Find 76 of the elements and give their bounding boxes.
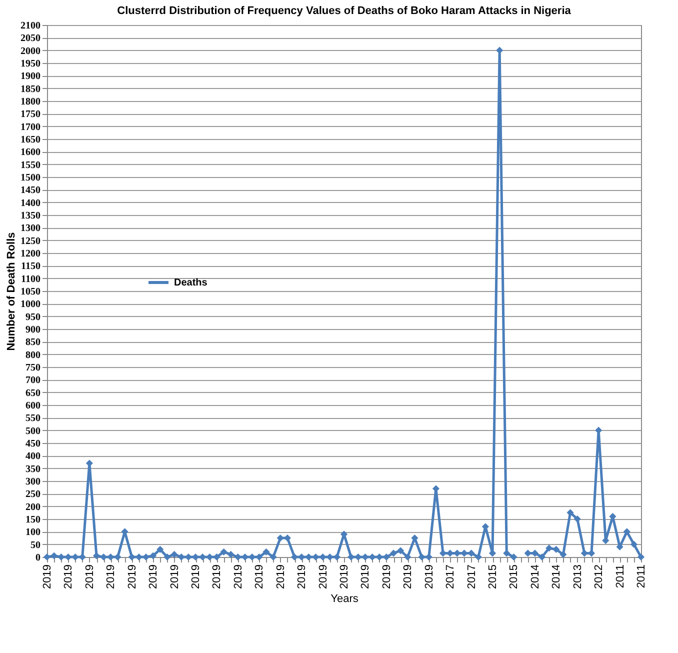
x-tick-label: 2019 bbox=[317, 564, 330, 589]
legend-label: Deaths bbox=[174, 278, 208, 288]
y-tick-label: 1800 bbox=[20, 96, 40, 108]
y-tick-label: 1100 bbox=[21, 274, 40, 285]
x-tick-label: 2017 bbox=[444, 564, 457, 589]
y-tick-label: 0 bbox=[36, 552, 40, 564]
y-tick-label: 900 bbox=[26, 324, 40, 336]
x-tick-label: 2019 bbox=[190, 564, 202, 589]
x-tick-label: 2019 bbox=[211, 564, 224, 589]
y-tick-label: 1650 bbox=[20, 134, 40, 146]
y-axis-title: Number of Death Rolls bbox=[6, 232, 18, 351]
x-tick-label: 2019 bbox=[84, 564, 96, 589]
y-tick-label: 750 bbox=[26, 362, 40, 374]
y-tick-label: 950 bbox=[26, 312, 40, 323]
y-tick-label: 400 bbox=[26, 451, 40, 462]
y-tick-label: 200 bbox=[26, 502, 40, 513]
y-tick-label: 50 bbox=[30, 540, 40, 551]
y-tick-label: 1400 bbox=[20, 198, 40, 209]
y-tick-label: 800 bbox=[26, 350, 40, 361]
y-tick-label: 500 bbox=[26, 426, 40, 437]
x-tick-label: 2011 bbox=[636, 564, 648, 588]
x-tick-label: 2015 bbox=[508, 564, 520, 589]
y-tick-label: 150 bbox=[26, 514, 40, 526]
y-tick-label: 2000 bbox=[20, 46, 40, 57]
y-tick-label: 850 bbox=[26, 337, 40, 348]
y-tick-label: 1200 bbox=[20, 248, 40, 260]
y-tick-label: 250 bbox=[26, 489, 40, 500]
x-tick-label: 2019 bbox=[148, 564, 160, 589]
x-tick-label: 2019 bbox=[232, 564, 244, 589]
y-tick-label: 1850 bbox=[20, 84, 40, 95]
x-tick-label: 2015 bbox=[487, 564, 499, 589]
y-tick-label: 1900 bbox=[20, 71, 40, 82]
x-tick-label: 2019 bbox=[402, 564, 414, 589]
x-tick-label: 2014 bbox=[529, 564, 542, 589]
x-tick-label: 2013 bbox=[572, 564, 584, 589]
x-tick-label: 2011 bbox=[614, 564, 626, 588]
y-tick-label: 650 bbox=[26, 388, 40, 399]
y-tick-label: 600 bbox=[26, 400, 40, 412]
chart-title: Clusterrd Distribution of Frequency Values of Deaths of Boko Haram Attacks in Nigeria bbox=[117, 5, 572, 17]
y-tick-label: 1700 bbox=[20, 122, 40, 133]
y-tick-label: 550 bbox=[26, 413, 40, 424]
y-tick-label: 1350 bbox=[20, 210, 40, 222]
x-tick-label: 2019 bbox=[296, 564, 308, 589]
x-axis-title: Years bbox=[330, 592, 359, 605]
y-tick-label: 1000 bbox=[20, 299, 40, 310]
y-tick-label: 1550 bbox=[20, 160, 40, 171]
y-tick-label: 1600 bbox=[20, 147, 40, 158]
y-tick-label: 1050 bbox=[20, 286, 40, 298]
y-tick-label: 450 bbox=[26, 438, 40, 450]
x-tick-label: 2014 bbox=[550, 564, 563, 589]
x-tick-label: 2019 bbox=[423, 564, 436, 589]
y-tick-label: 1150 bbox=[21, 261, 40, 272]
x-tick-label: 2019 bbox=[338, 564, 350, 589]
y-tick-label: 2050 bbox=[20, 33, 40, 44]
x-tick-label: 2019 bbox=[42, 564, 54, 589]
x-tick-label: 2019 bbox=[254, 564, 266, 589]
x-tick-label: 2019 bbox=[62, 564, 75, 589]
y-tick-label: 300 bbox=[26, 476, 40, 488]
x-tick-label: 2017 bbox=[466, 564, 478, 589]
x-tick-label: 2019 bbox=[168, 564, 181, 589]
x-tick-label: 2019 bbox=[274, 564, 287, 589]
y-tick-label: 350 bbox=[26, 464, 40, 475]
x-tick-label: 2012 bbox=[593, 564, 606, 589]
y-tick-label: 1750 bbox=[20, 109, 40, 120]
y-tick-label: 1300 bbox=[20, 223, 40, 234]
x-tick-label: 2019 bbox=[105, 564, 118, 589]
y-tick-label: 1500 bbox=[20, 172, 40, 184]
y-tick-label: 100 bbox=[26, 527, 40, 538]
x-tick-label: 2019 bbox=[126, 564, 138, 589]
x-tick-label: 2019 bbox=[380, 564, 393, 589]
y-tick-label: 700 bbox=[26, 375, 40, 386]
y-tick-label: 1450 bbox=[20, 185, 40, 196]
y-tick-label: 2100 bbox=[20, 20, 40, 32]
y-tick-label: 1250 bbox=[20, 236, 40, 247]
y-tick-label: 1950 bbox=[20, 58, 40, 70]
x-tick-label: 2019 bbox=[360, 564, 372, 589]
